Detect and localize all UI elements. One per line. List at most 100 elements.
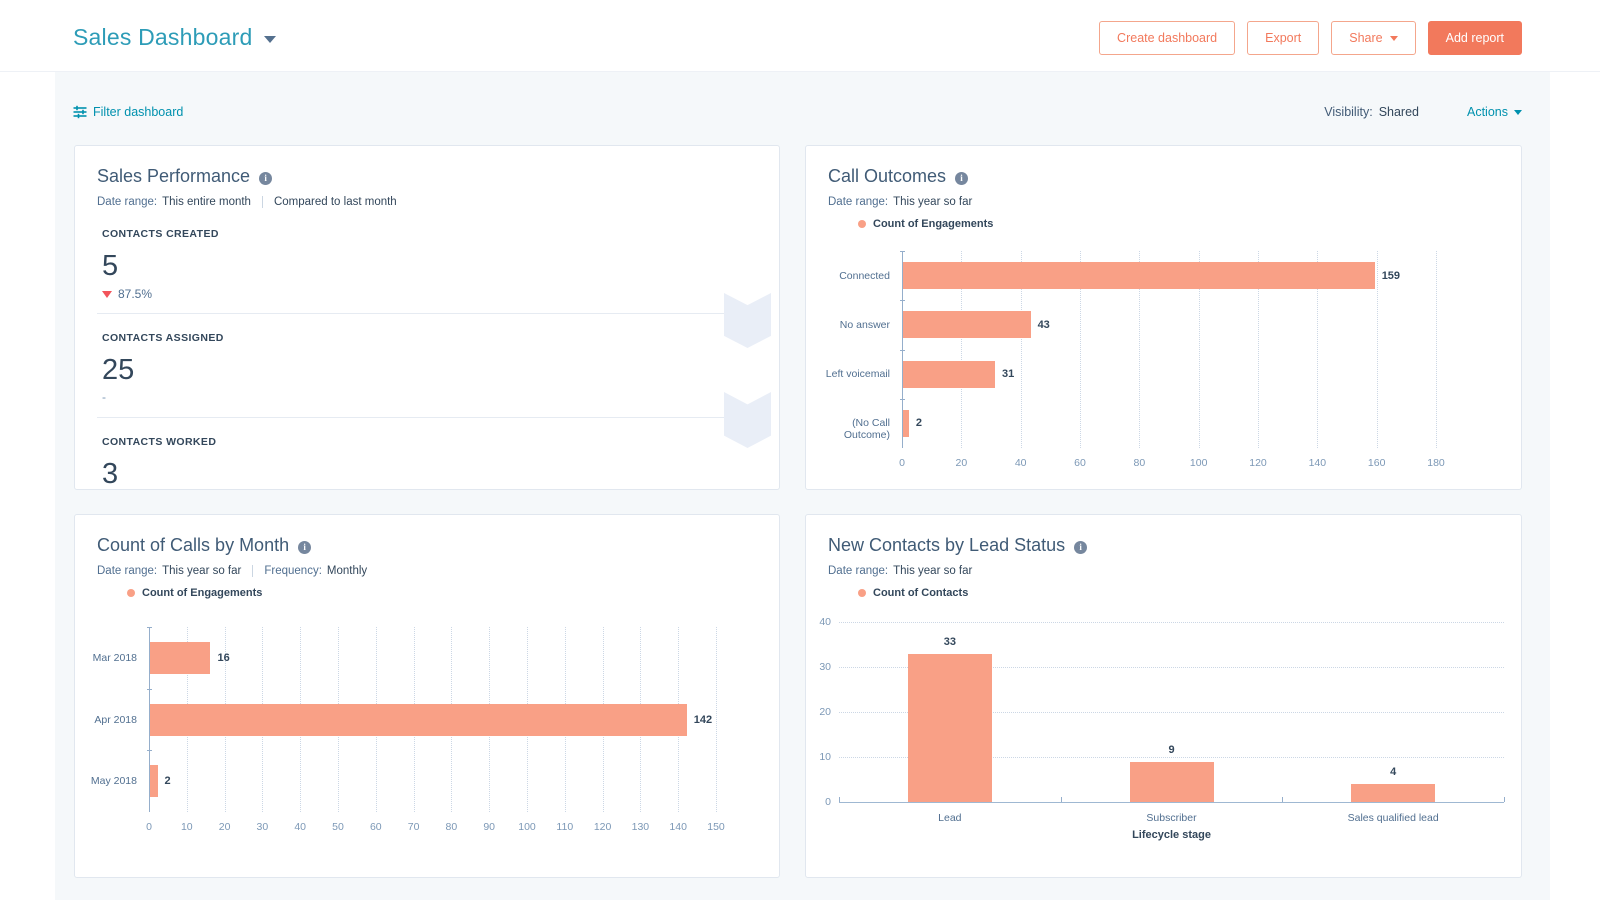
grid-line [716,627,717,812]
category-label: Lead [938,812,962,824]
info-icon[interactable]: i [298,540,312,554]
axis-tick-label: 140 [669,821,687,833]
grid-line [1198,251,1200,448]
axis-tick-mark [839,797,840,802]
app-header: Sales Dashboard Create dashboard Export … [0,0,1600,72]
share-button[interactable]: Share [1331,21,1416,55]
info-icon[interactable]: i [955,171,969,185]
chart-legend: Count of Contacts [858,586,1497,600]
axis-tick-label: 10 [819,751,831,763]
bar-subscriber[interactable] [1129,761,1214,802]
axis-tick-mark [147,627,152,628]
legend-label: Count of Engagements [873,218,994,230]
metric-label: CONTACTS WORKED [102,436,217,448]
axis-tick-label: 20 [218,821,231,833]
bar-no-answer[interactable] [903,311,1031,339]
dashboard-body: Filter dashboard Visibility: Shared Acti… [55,72,1550,900]
card-call-outcomes: Call Outcomes i Date range: This year so… [805,145,1522,490]
axis-tick-label: 90 [483,821,496,833]
metric-contacts-created: CONTACTS CREATED 5 87.5% [97,228,755,314]
info-icon[interactable]: i [1074,540,1088,554]
axis-tick-label: 40 [1014,457,1027,469]
page-title: Sales Dashboard [73,24,253,50]
bar-left-voicemail[interactable] [903,360,995,388]
bar--no-call-outcome-[interactable] [903,409,909,437]
metric-divider [97,417,755,418]
bar-value-label: 2 [164,775,171,788]
date-range-label: Date range: [828,196,889,208]
axis-tick-label: 130 [631,821,650,833]
lead-status-column-chart: 0 10 20 30 40 33 Lead 9 Subscriber 4 Sales qualifi… [806,605,1521,865]
report-filters: Date range: This year so far Frequency: … [97,563,755,579]
info-icon[interactable]: i [259,171,273,185]
legend-dot-icon [858,589,866,597]
report-filters: Date range: This year so far [828,563,1497,579]
bar-may-2018[interactable] [150,765,158,798]
filter-dashboard-link[interactable]: Filter dashboard [73,105,183,119]
bar-lead[interactable] [907,653,992,802]
bar-value-label: 2 [915,417,923,430]
legend-label: Count of Engagements [142,587,263,599]
frequency-value: Monthly [326,565,368,577]
axis-tick-label: 110 [556,821,574,833]
bar-sales-qualified-lead[interactable] [1351,784,1436,802]
axis-tick-label: 70 [407,821,420,833]
bar-mar-2018[interactable] [150,641,211,674]
axis-tick-label: 60 [1074,457,1086,469]
axis-tick-mark [900,251,905,252]
axis-tick-label: 180 [1427,457,1445,469]
bar-apr-2018[interactable] [150,703,687,736]
call-outcomes-bar-chart: 0 20 40 60 80 100 120 140 160 180 Connected 159 No a… [806,251,1521,469]
axis-tick-label: 100 [1189,457,1208,469]
chevron-down-icon [1514,109,1522,115]
dashboard-toolbar: Create dashboard Export Share Add report [1099,21,1522,55]
bar-connected[interactable] [903,262,1375,290]
dashboard-title-dropdown[interactable]: Sales Dashboard [73,24,277,51]
axis-tick-label: 10 [180,821,193,833]
axis-tick-mark [900,349,905,351]
actions-dropdown[interactable]: Actions [1467,105,1522,119]
chart-legend: Count of Engagements [858,217,1497,231]
metric-divider [97,313,755,314]
date-range-value: This year so far [893,565,973,577]
card-title: Sales Performance [97,166,251,186]
export-button[interactable]: Export [1247,21,1320,55]
grid-line [1139,251,1141,448]
legend-label: Count of Contacts [873,587,969,599]
meta-divider [261,196,263,208]
share-button-label: Share [1349,31,1383,45]
category-label: Left voicemail [825,368,890,381]
grid-line [1317,251,1319,448]
axis-tick-label: 0 [825,796,831,808]
category-label: Connected [839,269,890,282]
create-dashboard-button[interactable]: Create dashboard [1099,21,1236,55]
trend-down-icon [102,290,112,298]
bar-value-label: 33 [943,635,956,648]
axis-line [149,627,150,812]
grid-line [1258,251,1259,448]
grid-line [839,667,1504,668]
metric-change-value: 87.5% [118,287,153,301]
axis-tick-label: 80 [1133,457,1146,469]
visibility-value: Shared [1378,105,1419,119]
axis-tick-label: 40 [819,616,831,628]
bar-value-label: 31 [1001,368,1015,381]
metric-contacts-assigned: CONTACTS ASSIGNED 25 - [97,332,755,418]
axis-tick-label: 50 [332,821,344,833]
axis-tick-label: 20 [955,457,968,469]
axis-tick-mark [1504,797,1505,802]
comparison-value: Compared to last month [273,196,397,208]
axis-tick-label: 20 [819,706,831,718]
category-label: Apr 2018 [94,713,137,726]
axis-tick-mark [147,750,152,752]
legend-dot-icon [127,589,135,597]
category-label: Sales qualified lead [1347,812,1439,824]
chevron-down-icon [1389,35,1398,41]
metric-label: CONTACTS ASSIGNED [102,332,224,344]
metric-contacts-worked: CONTACTS WORKED 3 [102,436,755,489]
grid-line [1080,251,1081,448]
add-report-button[interactable]: Add report [1427,21,1522,55]
bar-value-label: 43 [1037,318,1050,331]
grid-line [839,757,1504,758]
